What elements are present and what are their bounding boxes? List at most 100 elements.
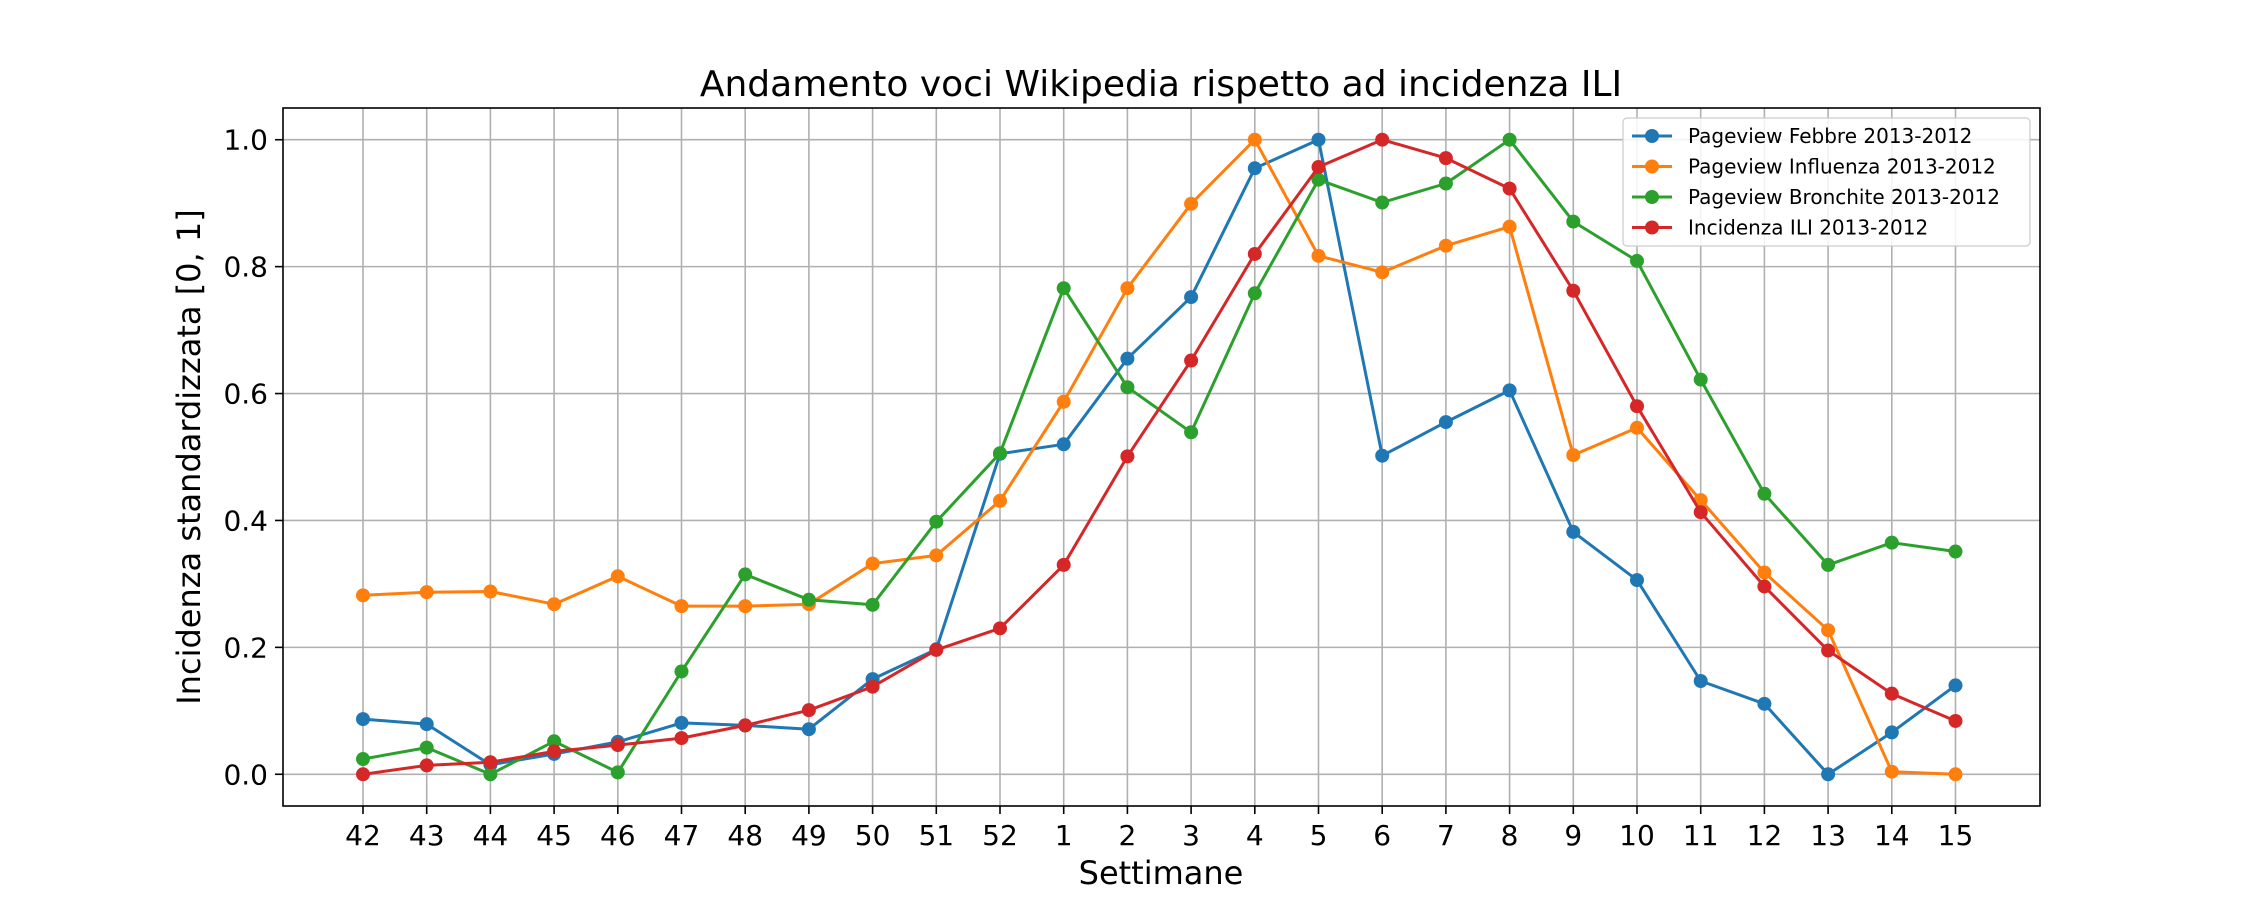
data-point	[1120, 281, 1135, 296]
series-2	[356, 132, 1963, 782]
series-layer	[356, 132, 1963, 782]
data-point	[1247, 161, 1262, 176]
data-point	[1502, 219, 1517, 234]
data-point	[547, 744, 562, 759]
data-point	[738, 718, 753, 733]
data-point	[1247, 286, 1262, 301]
data-point	[865, 556, 880, 571]
data-point	[356, 767, 370, 782]
data-point	[547, 734, 562, 749]
data-point	[929, 514, 944, 529]
data-point	[1757, 579, 1772, 594]
data-point	[1821, 557, 1836, 572]
data-point	[483, 584, 498, 599]
data-point	[1566, 214, 1581, 229]
data-point	[1311, 248, 1326, 263]
data-point	[1120, 351, 1135, 366]
data-point	[419, 717, 434, 732]
data-point	[801, 703, 816, 718]
data-point	[1757, 565, 1772, 580]
data-point	[1247, 132, 1262, 147]
data-point	[1438, 415, 1453, 430]
x-tick-label: 6	[1373, 819, 1391, 852]
data-point	[1757, 486, 1772, 501]
legend-entry-3: Pageview Bronchite 2013-2012	[1632, 185, 2000, 209]
data-point	[1821, 623, 1836, 638]
x-tick-label: 5	[1310, 819, 1328, 852]
data-point	[1375, 265, 1390, 280]
data-point	[1311, 172, 1326, 187]
data-point	[1757, 696, 1772, 711]
data-point	[419, 758, 434, 773]
data-point	[1438, 151, 1453, 166]
x-tick-label: 4	[1246, 819, 1264, 852]
chart-title: Andamento voci Wikipedia rispetto ad inc…	[700, 64, 1622, 105]
legend-marker	[1645, 220, 1659, 235]
y-tick-label: 0.2	[223, 631, 268, 664]
legend-marker	[1645, 190, 1659, 204]
data-point	[356, 712, 370, 727]
x-tick-label: 1	[1055, 819, 1073, 852]
series-line	[362, 138, 1956, 776]
y-tick-label: 0.6	[223, 378, 268, 411]
data-point	[1884, 535, 1899, 550]
data-point	[738, 567, 753, 582]
x-tick-label: 15	[1938, 819, 1974, 852]
data-point	[674, 664, 689, 679]
data-point	[1311, 132, 1326, 147]
x-tick-label: 48	[727, 819, 763, 852]
x-tick-label: 46	[600, 819, 636, 852]
x-tick-label: 49	[791, 819, 827, 852]
y-axis: 0.0 0.2 0.4 0.6 0.8 1.0	[223, 124, 283, 791]
series-4	[356, 132, 1963, 782]
x-tick-label: 44	[473, 819, 509, 852]
y-tick-label: 0.8	[223, 251, 268, 284]
data-point	[929, 642, 944, 657]
data-point	[1056, 437, 1071, 452]
legend-label: Incidenza ILI 2013-2012	[1688, 216, 1928, 240]
data-point	[1184, 425, 1199, 440]
x-tick-label: 3	[1182, 819, 1200, 852]
x-tick-label: 51	[918, 819, 954, 852]
data-point	[1311, 160, 1326, 175]
legend-marker	[1645, 129, 1659, 143]
series-line	[362, 138, 1957, 776]
data-point	[674, 731, 689, 746]
data-point	[419, 740, 434, 755]
data-point	[1184, 196, 1199, 211]
x-tick-label: 7	[1437, 819, 1455, 852]
x-tick-label: 2	[1118, 819, 1136, 852]
data-point	[610, 569, 625, 584]
y-tick-label: 0.4	[223, 504, 268, 537]
data-point	[1948, 767, 1963, 782]
data-point	[1375, 195, 1390, 210]
legend-marker	[1645, 159, 1659, 174]
data-point	[801, 722, 816, 737]
data-point	[1375, 448, 1390, 463]
legend-label: Pageview Febbre 2013-2012	[1688, 124, 1972, 148]
x-tick-label: 45	[536, 819, 572, 852]
data-point	[1566, 448, 1581, 463]
x-axis: 42 43 44 45 46 47 48 49 50 51 52 1 2 3 4 5 6 7 8 9 10 11 12 13 1…	[345, 806, 1973, 852]
data-point	[1821, 767, 1836, 782]
data-point	[1120, 380, 1135, 395]
data-point	[865, 679, 880, 694]
data-point	[1502, 383, 1517, 398]
x-tick-label: 9	[1564, 819, 1582, 852]
y-axis-label: Incidenza standardizzata [0, 1]	[170, 209, 208, 704]
data-point	[738, 599, 753, 614]
x-axis-label: Settimane	[1079, 854, 1244, 892]
data-point	[1566, 524, 1581, 539]
data-point	[610, 765, 625, 780]
data-point	[1056, 281, 1071, 296]
legend-label: Pageview Influenza 2013-2012	[1688, 155, 1996, 179]
x-tick-label: 10	[1619, 819, 1655, 852]
data-point	[865, 597, 880, 612]
legend-entry-1: Pageview Febbre 2013-2012	[1632, 124, 1972, 148]
data-point	[1247, 246, 1262, 261]
data-point	[1948, 544, 1963, 559]
x-tick-label: 42	[345, 819, 381, 852]
data-point	[1693, 372, 1708, 387]
legend-box	[1622, 117, 2031, 247]
